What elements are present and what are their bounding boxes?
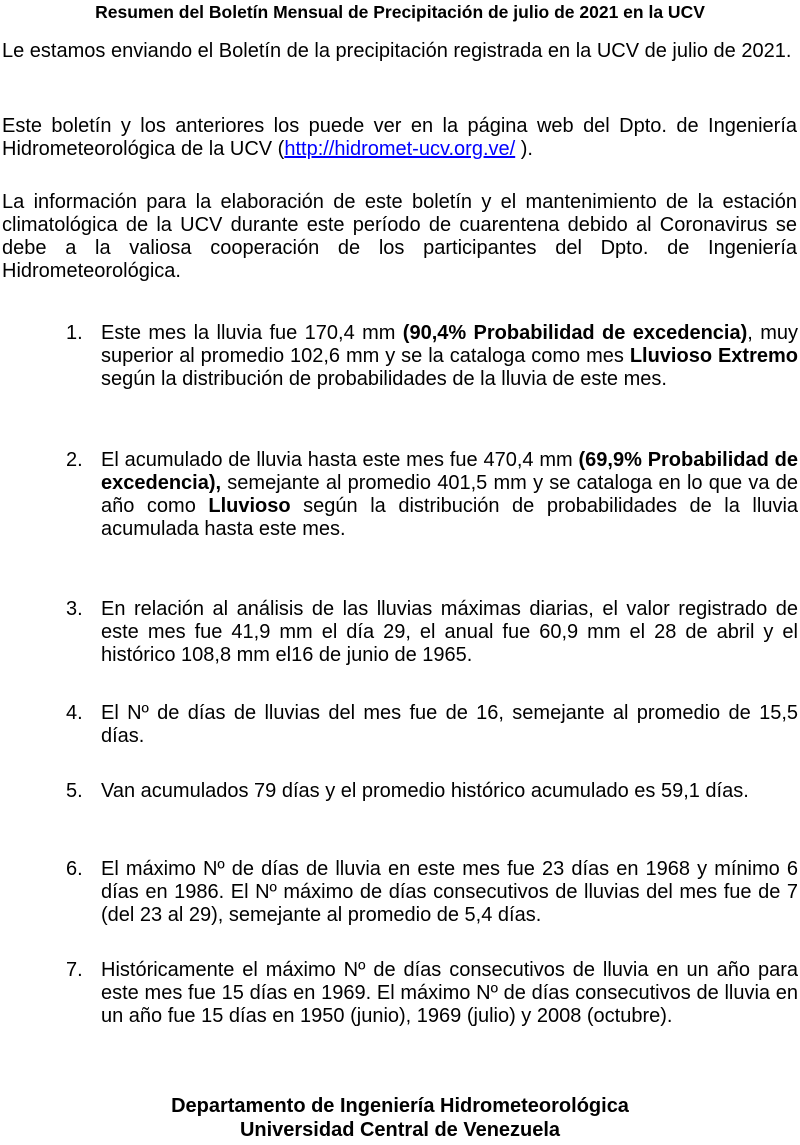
bold-text: Lluvioso Extremo <box>629 345 798 367</box>
text-segment: En relación al análisis de las lluvias m… <box>101 598 798 666</box>
list-text: Van acumulados 79 días y el promedio his… <box>101 780 798 803</box>
text-segment: , muy superior al promedio 102,6 mm y se… <box>101 322 799 367</box>
website-text: Este boletín y los anteriores los puede … <box>2 115 797 160</box>
bold-text: (69,9% Probabilidad de excedencia), <box>101 449 798 494</box>
list-text: Este mes la lluvia fue 170,4 mm (90,4% P… <box>101 322 798 391</box>
website-paragraph: Este boletín y los anteriores los puede … <box>2 115 797 161</box>
bold-text: Lluvioso <box>208 495 291 517</box>
list-item: 3. En relación al análisis de las lluvias… <box>66 598 798 667</box>
text-segment: El máximo Nº de días de lluvia en este m… <box>101 858 798 926</box>
list-item: 5. Van acumulados 79 días y el promedio h… <box>66 780 798 803</box>
list-text: En relación al análisis de las lluvias m… <box>101 598 798 667</box>
bulletin-title: Resumen del Boletín Mensual de Precipita… <box>95 2 705 22</box>
list-number: 2. <box>66 449 83 471</box>
cooperation-paragraph: La información para la elaboración de es… <box>2 191 797 282</box>
list-number: 4. <box>66 702 83 724</box>
text-segment: según la distribución de probabilidades … <box>101 495 799 540</box>
text-segment: Van acumulados 79 días y el promedio his… <box>101 780 749 802</box>
list-number: 7. <box>66 959 83 981</box>
list-item: 4. El Nº de días de lluvias del mes fue d… <box>66 702 798 748</box>
footer-department: Departamento de Ingeniería Hidrometeorol… <box>171 1095 629 1117</box>
text-segment: El Nº de días de lluvias del mes fue de … <box>101 702 798 747</box>
text-segment: El acumulado de lluvia hasta este mes fu… <box>101 449 579 471</box>
bold-text: (90,4% Probabilidad de excedencia) <box>402 322 748 344</box>
intro-paragraph: Le estamos enviando el Boletín de la pre… <box>2 40 792 62</box>
list-item: 2. El acumulado de lluvia hasta este mes … <box>66 449 798 541</box>
list-item: 6. El máximo Nº de días de lluvia en este… <box>66 858 798 927</box>
footer-university: Universidad Central de Venezuela <box>239 1119 561 1141</box>
list-item: 7. Históricamente el máximo Nº de días co… <box>66 959 798 1028</box>
website-link[interactable]: http://hidromet-ucv.org.ve/ <box>284 138 516 160</box>
text-segment: Este mes la lluvia fue 170,4 mm <box>101 322 403 344</box>
list-number: 1. <box>66 322 83 344</box>
list-number: 3. <box>66 598 83 620</box>
list-item: 1. Este mes la lluvia fue 170,4 mm (90,4%… <box>66 322 798 391</box>
website-text-end: ). <box>515 138 533 160</box>
list-number: 5. <box>66 780 83 802</box>
text-segment: semejante al promedio 401,5 mm y se cata… <box>101 472 798 517</box>
list-text: El máximo Nº de días de lluvia en este m… <box>101 858 798 927</box>
list-text: El Nº de días de lluvias del mes fue de … <box>101 702 798 748</box>
list-text: Históricamente el máximo Nº de días cons… <box>101 959 798 1028</box>
list-number: 6. <box>66 858 83 880</box>
list-text: El acumulado de lluvia hasta este mes fu… <box>101 449 798 541</box>
text-segment: según la distribución de probabilidades … <box>101 368 667 390</box>
text-segment: Históricamente el máximo Nº de días cons… <box>101 959 798 1027</box>
